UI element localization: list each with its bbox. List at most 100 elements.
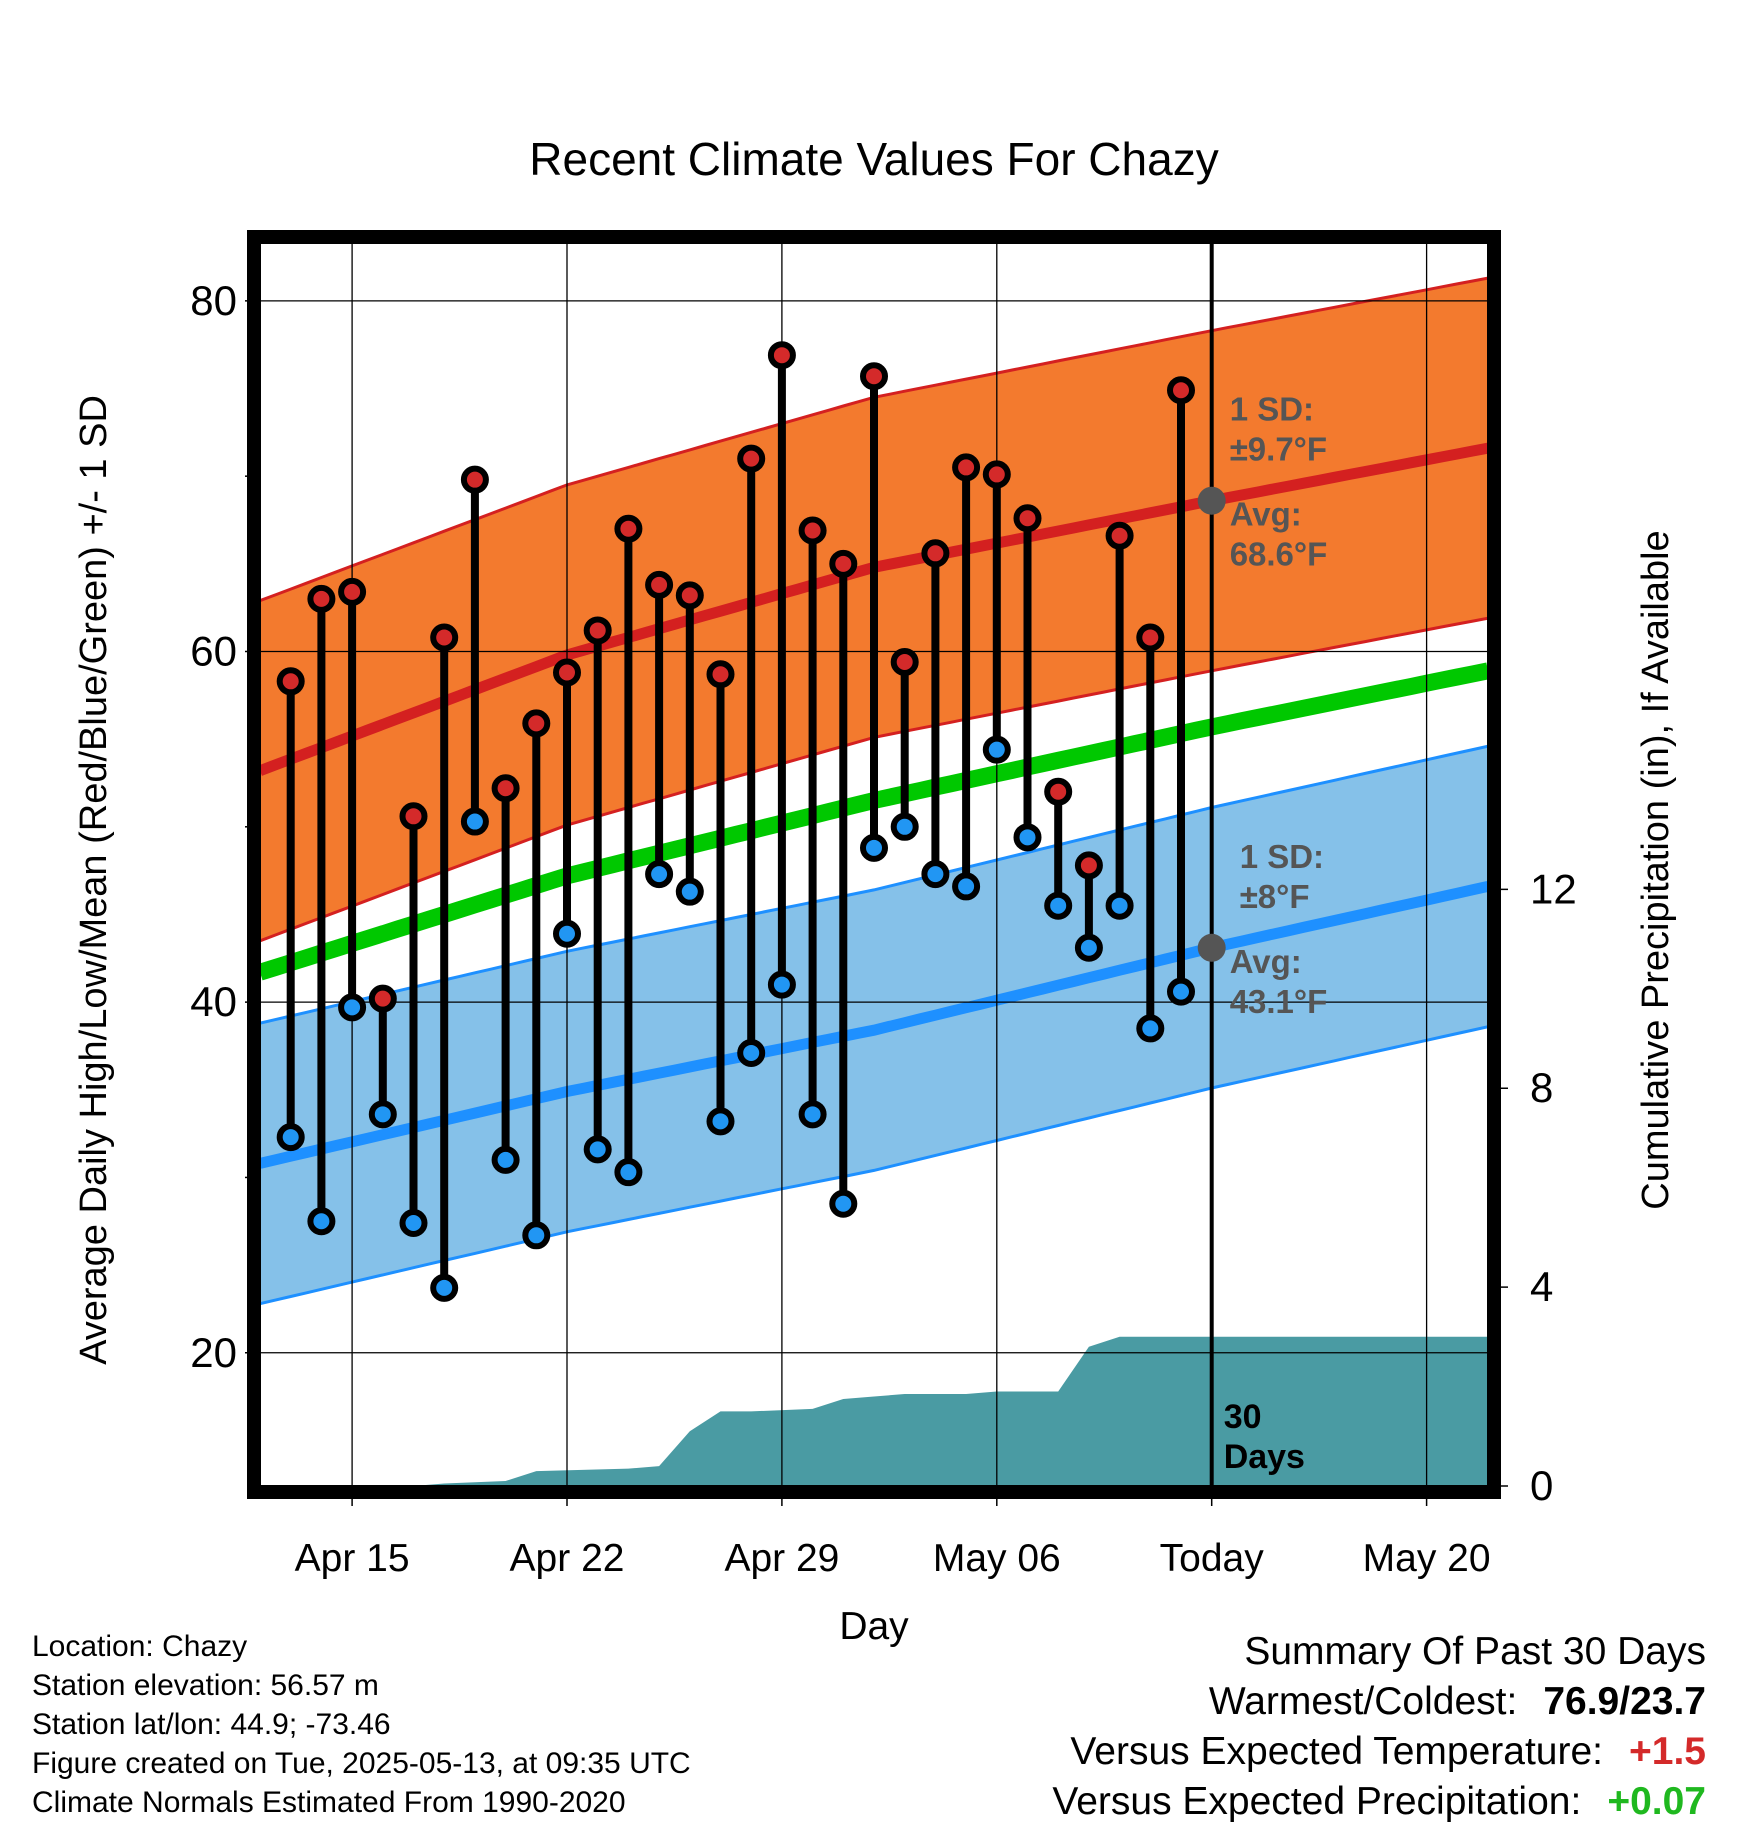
daily-low-point — [1136, 1014, 1165, 1043]
normal-low-lower-edge — [260, 1025, 1488, 1306]
daily-low-point — [767, 970, 796, 999]
daily-low-point — [1013, 823, 1042, 852]
daily-low-point — [982, 735, 1011, 764]
x-tick-label: May 06 — [933, 1537, 1061, 1580]
daily-low-point — [1105, 891, 1134, 920]
daily-high-point — [798, 516, 827, 545]
summary-precip-row: Versus Expected Precipitation: +0.07 — [1052, 1780, 1706, 1824]
daily-high-point — [982, 460, 1011, 489]
daily-low-point — [553, 919, 581, 948]
normals-text: Climate Normals Estimated From 1990-2020 — [32, 1786, 626, 1819]
warmest-label: Warmest/Coldest: — [1208, 1680, 1518, 1723]
summary-warmest-row: Warmest/Coldest: 76.9/23.7 — [1209, 1680, 1706, 1724]
normal-low-line — [260, 881, 1488, 1169]
precip-label: Versus Expected Precipitation: — [1052, 1780, 1582, 1823]
daily-high-point — [1044, 777, 1073, 806]
y2-tick-label: 12 — [1530, 865, 1577, 912]
x-tick-label: May 20 — [1363, 1537, 1491, 1580]
x-tick-label: Apr 29 — [724, 1537, 839, 1580]
high-avg-annotation: Avg: — [1230, 496, 1302, 533]
daily-high-point — [430, 623, 459, 652]
y-tick-label: 20 — [190, 1329, 237, 1376]
y2-axis-label: Cumulative Precipitation (in), If Availa… — [1635, 530, 1677, 1209]
today-days-label: Days — [1224, 1438, 1305, 1476]
daily-high-point — [583, 616, 612, 645]
latlon-text: Station lat/lon: 44.9; -73.46 — [32, 1708, 391, 1741]
summary-temp-row: Versus Expected Temperature: +1.5 — [1070, 1730, 1706, 1774]
daily-high-point — [307, 584, 336, 613]
daily-low-point — [522, 1221, 551, 1250]
high-sd-value-annotation: ±9.7°F — [1230, 431, 1327, 468]
y-tick-label: 60 — [190, 627, 237, 674]
temp-value: +1.5 — [1629, 1730, 1706, 1773]
daily-high-point — [675, 581, 704, 610]
daily-high-point — [767, 341, 796, 370]
daily-high-point — [1167, 376, 1195, 405]
daily-high-point — [860, 362, 888, 391]
y-axis-label: Average Daily High/Low/Mean (Red/Blue/Gr… — [73, 395, 115, 1365]
high-sd-annotation: 1 SD: — [1230, 391, 1314, 428]
daily-high-point — [890, 648, 919, 677]
daily-low-point — [583, 1135, 612, 1164]
daily-high-point — [491, 774, 520, 803]
daily-high-point — [614, 514, 643, 543]
temp-label: Versus Expected Temperature: — [1070, 1730, 1603, 1773]
daily-low-point — [460, 807, 489, 836]
daily-low-point — [675, 877, 704, 906]
daily-low-point — [737, 1038, 766, 1067]
daily-low-point — [890, 812, 919, 841]
daily-high-point — [952, 453, 981, 482]
daily-high-point — [706, 660, 735, 689]
daily-low-point — [860, 833, 888, 862]
daily-high-point — [460, 465, 489, 494]
precip-area — [260, 1336, 1488, 1486]
daily-high-point — [829, 549, 858, 578]
low-sd-annotation: 1 SD: — [1240, 838, 1324, 875]
x-axis-label: Day — [839, 1605, 909, 1648]
daily-low-point — [645, 860, 674, 889]
daily-low-point — [829, 1189, 858, 1218]
y2-tick-label: 8 — [1530, 1064, 1553, 1111]
daily-low-point — [368, 1100, 397, 1129]
daily-low-point — [491, 1145, 520, 1174]
daily-high-point — [1074, 851, 1103, 880]
y-tick-label: 80 — [190, 277, 237, 324]
daily-high-point — [921, 539, 950, 568]
daily-low-point — [798, 1100, 827, 1129]
high-avg-value-annotation: 68.6°F — [1230, 536, 1328, 573]
daily-low-point — [307, 1207, 336, 1236]
daily-high-point — [276, 667, 305, 696]
daily-low-point — [1044, 891, 1073, 920]
daily-high-point — [553, 658, 581, 687]
low-sd-value-annotation: ±8°F — [1240, 878, 1310, 915]
daily-low-point — [338, 993, 367, 1022]
daily-low-point — [921, 860, 950, 889]
location-text: Location: Chazy — [32, 1630, 248, 1663]
x-tick-label: Apr 22 — [510, 1537, 625, 1580]
daily-low-point — [276, 1123, 305, 1152]
x-tick-label: Today — [1160, 1537, 1265, 1580]
normal-low-upper-edge — [260, 744, 1488, 1025]
summary-title: Summary Of Past 30 Days — [1244, 1630, 1706, 1673]
precip-value: +0.07 — [1607, 1780, 1706, 1823]
daily-low-point — [1074, 933, 1103, 962]
y-tick-label: 40 — [190, 978, 237, 1025]
plot-frame — [247, 230, 1501, 1499]
warmest-value: 76.9/23.7 — [1543, 1680, 1706, 1723]
daily-low-point — [399, 1209, 428, 1238]
daily-low-point — [430, 1273, 459, 1302]
today-low-normal-marker — [1197, 933, 1226, 962]
daily-low-point — [614, 1158, 643, 1187]
daily-high-point — [522, 709, 551, 738]
daily-high-point — [1013, 504, 1042, 533]
today-high-normal-marker — [1197, 486, 1226, 515]
today-days-label: 30 — [1224, 1398, 1262, 1436]
daily-high-point — [399, 802, 428, 831]
y2-tick-label: 4 — [1530, 1263, 1553, 1310]
daily-high-point — [1136, 623, 1165, 652]
chart-title: Recent Climate Values For Chazy — [529, 133, 1218, 185]
daily-low-point — [706, 1107, 735, 1136]
elevation-text: Station elevation: 56.57 m — [32, 1669, 379, 1702]
